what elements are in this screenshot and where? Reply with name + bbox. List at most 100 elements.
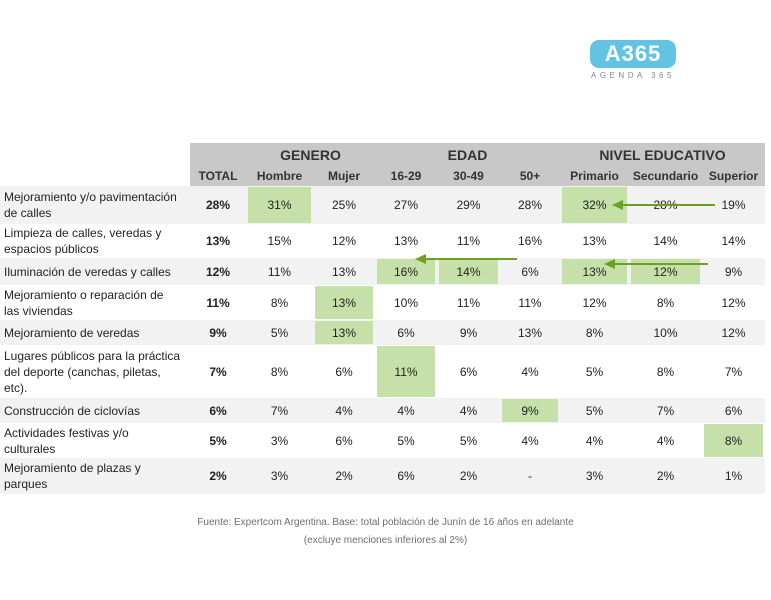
table-cell: 5% [397,433,415,448]
table-cell: 6% [724,403,743,418]
table-cell: 12% [205,264,231,279]
table-cell: 25% [331,198,357,212]
column-header: Primario [570,169,619,183]
table-cell: 5% [585,364,604,379]
table-cell: 4% [521,364,539,379]
column-header: 30-49 [453,169,484,183]
column-header: TOTAL [198,169,238,183]
column-header: Hombre [256,169,303,183]
table-cell: 14% [439,259,498,284]
table-cell: 31% [248,187,311,223]
table-cell: 28% [517,198,543,212]
logo-subtitle: AGENDA 365 [591,71,675,80]
table-cell: 2% [459,469,478,483]
table-cell: 19% [721,198,746,212]
table-cell: 10% [653,325,678,340]
table-cell: 13% [331,264,357,279]
table-cell: 8% [270,364,289,379]
table-cell: 6% [521,264,539,279]
row-label: Construcción de ciclovías [4,403,141,418]
row-label: Mejoramiento de veredas [4,325,140,340]
table-cell: 8% [656,364,675,379]
table-cell: 2% [209,469,227,483]
row-label: Limpieza de calles, veredas y espacios p… [4,226,162,256]
table-cell: 8% [704,424,763,457]
table-cell: 12% [721,295,746,310]
table-cell: 2% [656,469,675,483]
table-cell: 7% [724,364,743,379]
table-cell: 14% [721,234,746,248]
table-cell: 4% [335,403,353,418]
source-note: Fuente: Expertcom Argentina. Base: total… [197,517,574,528]
table-cell: 4% [585,433,604,448]
table-cell: 27% [393,198,419,212]
table-cell: 3% [270,433,289,448]
table-cell: 5% [585,403,604,418]
table-cell: 12% [331,234,357,248]
table-cell: 4% [521,433,539,448]
table-cell: 1% [724,469,743,483]
table-cell: 3% [270,469,289,483]
column-group-label: NIVEL EDUCATIVO [599,147,726,163]
table-cell: 4% [656,433,675,448]
table-cell: 4% [459,403,478,418]
table-cell: 13% [517,325,543,340]
table-cell: 8% [270,295,289,310]
table-cell: 15% [267,234,292,248]
table-cell: 10% [393,295,419,310]
table-cell: 7% [270,403,289,418]
table-cell: 7% [656,403,675,418]
row-label: Actividades festivas y/o culturales [4,425,129,456]
row-label: Lugares públicos para la práctica del de… [4,348,181,395]
table-cell: 5% [270,325,289,340]
arrow-nivel-row3-head [604,259,615,269]
table-cell: 6% [459,364,478,379]
row-label: Mejoramiento o reparación de las viviend… [4,287,164,318]
table-cell: 9% [459,325,478,340]
table-cell: 6% [209,403,227,418]
table-cell: 29% [456,198,481,212]
arrow-primario-row1-head [612,200,623,210]
row-band [0,320,765,345]
table-cell: 13% [315,286,373,319]
header-band [190,143,765,186]
table-cell: 11% [456,234,481,248]
column-group-label: EDAD [447,147,488,163]
table-cell: 6% [397,325,415,340]
table-cell: 11% [267,264,292,279]
row-label: Mejoramiento de plazas y parques [4,461,141,491]
column-header: Superior [708,169,759,183]
table-cell: 13% [315,321,373,344]
table-cell: 5% [209,433,227,448]
table-cell: 9% [502,399,558,422]
table-cell: - [528,469,532,483]
table-cell: 13% [205,234,231,248]
table-cell: 2% [335,469,353,483]
table-cell: 9% [724,264,743,279]
table-cell: 5% [459,433,478,448]
column-header: 16-29 [390,169,422,183]
table-cell: 13% [393,234,419,248]
table-cell: 16% [517,234,543,248]
logo: A365 AGENDA 365 [590,40,676,80]
table-cell: 11% [206,295,230,310]
column-header: Mujer [327,169,360,183]
table-cell: 6% [335,433,353,448]
source-note-2: (excluye menciones inferiores al 2%) [303,535,468,546]
column-header: Secundario [632,169,699,183]
table-cell: 12% [582,295,607,310]
table-cell: 7% [209,364,227,379]
table-cell: 13% [582,234,607,248]
table-cell: 11% [456,295,481,310]
table-cell: 11% [377,346,435,397]
table-cell: 4% [397,403,415,418]
table-cell: 6% [397,469,415,483]
table-cell: 14% [653,234,678,248]
arrow-edad-row3-head [415,254,426,264]
table-cell: 8% [585,325,604,340]
table-cell: 6% [335,364,353,379]
table-cell: 9% [209,325,227,340]
table-cell: 28% [205,198,231,212]
row-band [0,398,765,423]
